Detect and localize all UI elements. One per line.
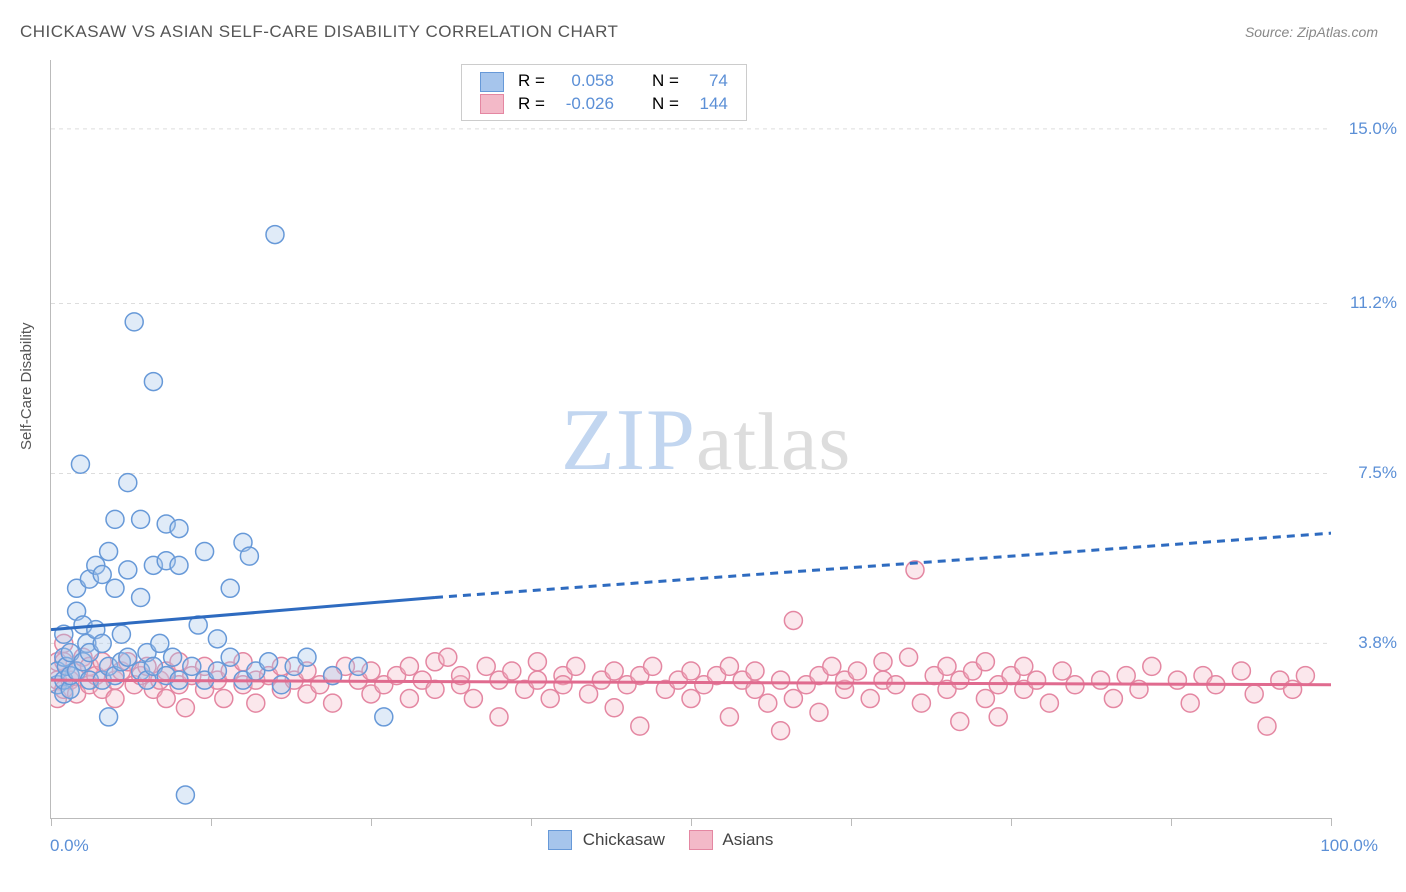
y-tick-label: 11.2%: [1337, 293, 1397, 313]
stats-row-chickasaw: R = 0.058 N = 74: [474, 71, 734, 92]
y-tick-label: 3.8%: [1337, 633, 1397, 653]
r-label: R =: [512, 94, 551, 115]
legend-label-chickasaw: Chickasaw: [583, 830, 665, 849]
y-tick-label: 15.0%: [1337, 119, 1397, 139]
source-label: Source: ZipAtlas.com: [1245, 24, 1378, 40]
x-tick: [1331, 818, 1332, 826]
plot-area: ZIPatlas 3.8%7.5%11.2%15.0% R = 0.058 N …: [50, 60, 1331, 819]
x-tick: [691, 818, 692, 826]
chart-title: CHICKASAW VS ASIAN SELF-CARE DISABILITY …: [20, 22, 618, 42]
x-tick: [211, 818, 212, 826]
y-tick-label: 7.5%: [1337, 463, 1397, 483]
x-tick: [531, 818, 532, 826]
r-label: R =: [512, 71, 551, 92]
bottom-legend: Chickasaw Asians: [548, 830, 773, 851]
n-label: N =: [646, 94, 685, 115]
swatch-chickasaw-bottom: [548, 830, 572, 850]
x-tick: [371, 818, 372, 826]
swatch-chickasaw: [480, 72, 504, 92]
n-label: N =: [646, 71, 685, 92]
x-axis-min-label: 0.0%: [50, 836, 89, 856]
stats-row-asians: R = -0.026 N = 144: [474, 94, 734, 115]
legend-label-asians: Asians: [722, 830, 773, 849]
n-value-asians: 144: [687, 94, 734, 115]
swatch-asians: [480, 94, 504, 114]
x-tick: [1011, 818, 1012, 826]
x-tick: [1171, 818, 1172, 826]
stats-legend: R = 0.058 N = 74 R = -0.026 N = 144: [461, 64, 747, 121]
x-tick: [51, 818, 52, 826]
r-value-asians: -0.026: [553, 94, 620, 115]
x-tick: [851, 818, 852, 826]
chart-svg: [51, 60, 1331, 818]
x-axis-max-label: 100.0%: [1320, 836, 1378, 856]
swatch-asians-bottom: [689, 830, 713, 850]
r-value-chickasaw: 0.058: [553, 71, 620, 92]
n-value-chickasaw: 74: [687, 71, 734, 92]
y-axis-label: Self-Care Disability: [18, 322, 35, 450]
